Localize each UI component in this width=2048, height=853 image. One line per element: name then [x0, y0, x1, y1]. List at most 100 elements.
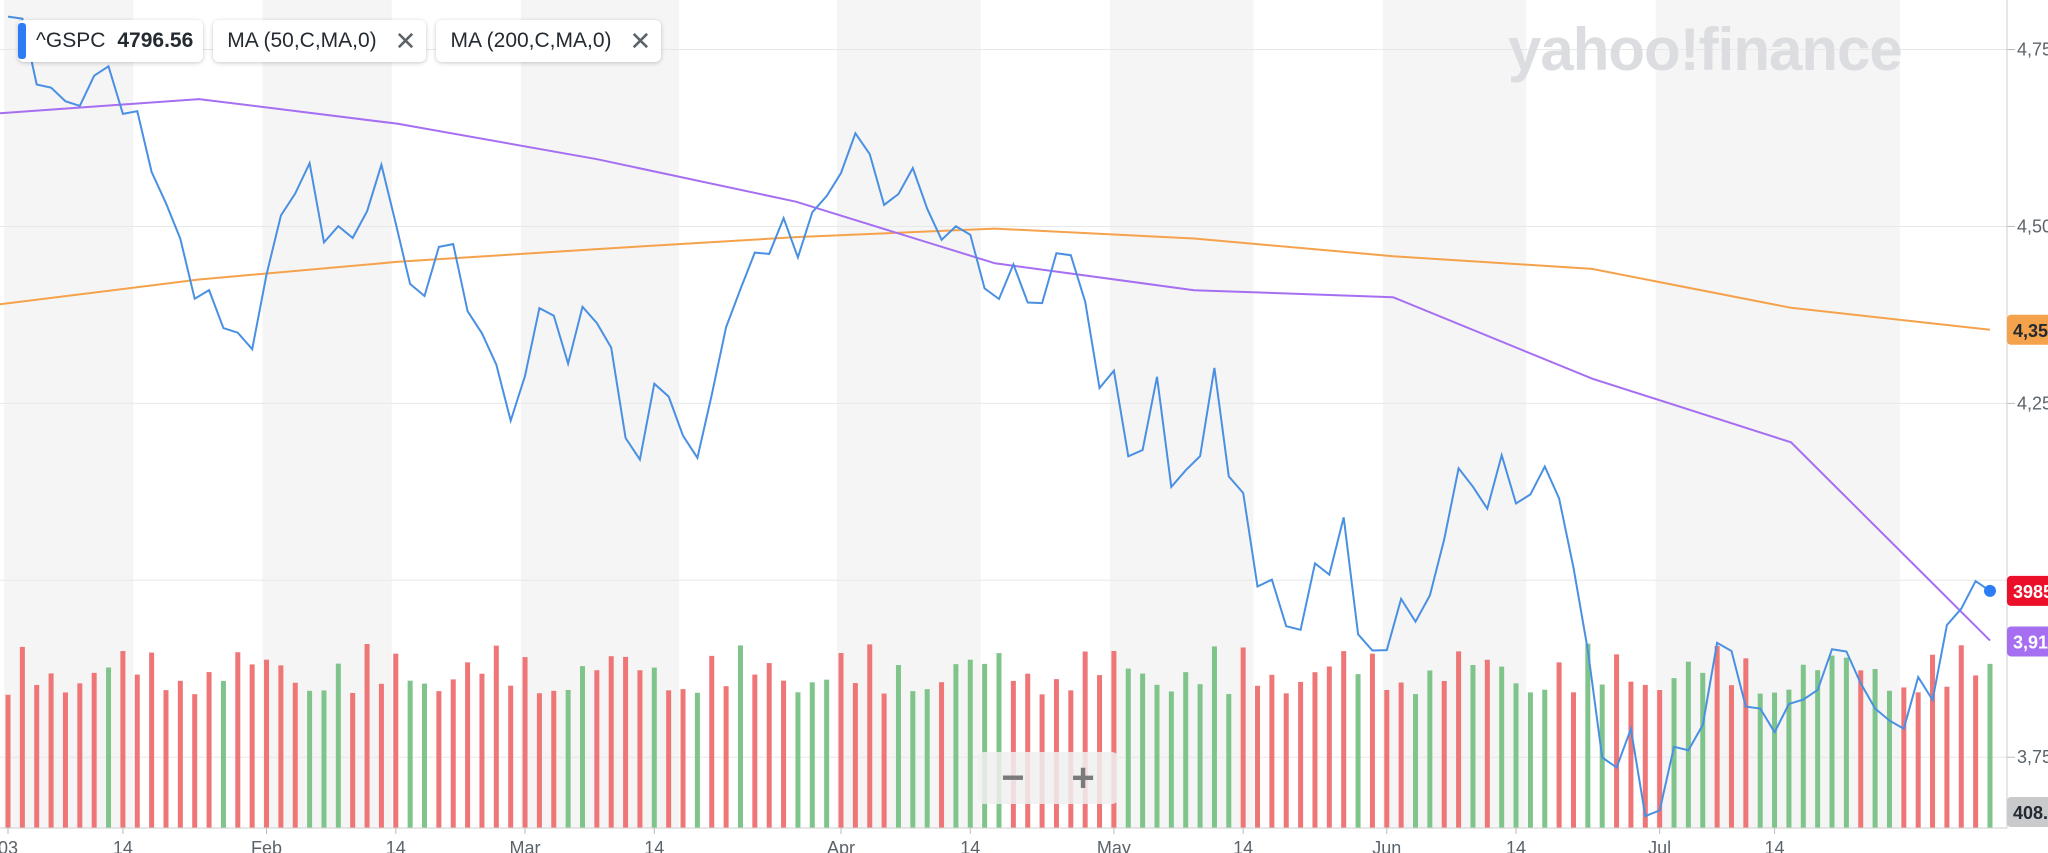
- volume-bar: [608, 656, 614, 828]
- volume-bar: [1484, 659, 1490, 828]
- ma50-value-tag: 3,919: [2013, 632, 2048, 652]
- x-tick-label: 14: [386, 838, 406, 853]
- x-tick-label: 14: [1765, 838, 1785, 853]
- volume-bar: [551, 690, 557, 828]
- x-tick-label: Jul: [1648, 838, 1671, 853]
- volume-bar: [278, 665, 284, 828]
- volume-bar: [1499, 666, 1505, 828]
- volume-bar: [1369, 653, 1375, 828]
- volume-bar: [1355, 674, 1361, 828]
- volume-bar: [1958, 645, 1964, 828]
- volume-bar: [292, 682, 298, 828]
- volume-bar: [565, 689, 571, 828]
- y-axis-ticks: 4,750 4,500 4,250 3,750: [2007, 40, 2048, 767]
- x-tick-label: 14: [1506, 838, 1526, 853]
- volume-bar: [1700, 672, 1706, 828]
- volume-bar: [350, 692, 356, 828]
- volume-bar: [910, 691, 916, 828]
- yahoo-finance-watermark: yahoo!finance: [1508, 16, 1902, 83]
- volume-bar: [493, 645, 499, 828]
- volume-bar: [206, 672, 212, 828]
- volume-bar: [77, 683, 83, 828]
- symbol-name: ^GSPC: [36, 29, 106, 52]
- volume-bar: [1886, 690, 1892, 828]
- volume-bar: [1843, 657, 1849, 828]
- volume-bar: [1930, 654, 1936, 828]
- volume-bar: [48, 673, 54, 828]
- volume-bar: [1973, 675, 1979, 828]
- volume-bar: [1642, 684, 1648, 828]
- close-icon[interactable]: ✕: [629, 26, 652, 56]
- x-tick-label: Jun: [1372, 838, 1401, 853]
- volume-bar: [1125, 668, 1131, 828]
- symbol-pill[interactable]: ^GSPC 4796.56: [18, 20, 204, 62]
- volume-bar: [895, 664, 901, 828]
- volume-bar: [1097, 675, 1103, 828]
- zoom-out-button[interactable]: −: [1001, 756, 1025, 800]
- volume-bar: [321, 690, 327, 828]
- volume-bar: [1628, 681, 1634, 828]
- volume-bar: [1614, 654, 1620, 828]
- volume-bar: [177, 680, 183, 828]
- volume-bar: [1800, 664, 1806, 828]
- volume-bar: [996, 653, 1002, 828]
- ma50-label: MA (50,C,MA,0): [227, 29, 377, 52]
- price-value-tag: 3985: [2013, 582, 2048, 602]
- volume-bar: [62, 692, 68, 828]
- volume-bar: [1413, 694, 1419, 828]
- volume-bar: [163, 690, 169, 828]
- volume-bar: [666, 690, 672, 828]
- volume-bar: [1183, 672, 1189, 828]
- volume-bar: [264, 659, 270, 828]
- volume-bar: [1226, 694, 1232, 828]
- volume-bar: [235, 652, 241, 828]
- x-tick-label: Apr: [827, 838, 855, 853]
- volume-bar: [465, 662, 471, 828]
- volume-bar: [1714, 645, 1720, 828]
- volume-bar: [1901, 687, 1907, 828]
- close-icon[interactable]: ✕: [394, 26, 417, 56]
- volume-bar: [479, 673, 485, 828]
- ma200-pill[interactable]: MA (200,C,MA,0) ✕: [436, 20, 662, 62]
- volume-bar: [924, 689, 930, 828]
- ma50-pill[interactable]: MA (50,C,MA,0) ✕: [213, 20, 427, 62]
- x-tick-label: 14: [644, 838, 664, 853]
- volume-bar: [838, 652, 844, 828]
- volume-bar: [378, 683, 384, 828]
- volume-bar: [536, 693, 542, 828]
- month-band: [4, 0, 134, 828]
- volume-bar: [5, 694, 11, 828]
- volume-value-tag: 408.3: [2013, 803, 2048, 823]
- volume-bar: [149, 652, 155, 828]
- volume-bar: [407, 680, 413, 828]
- x-tick-label: Feb: [251, 838, 282, 853]
- volume-bar: [1255, 685, 1261, 828]
- volume-bar: [1987, 663, 1993, 828]
- volume-bar: [1915, 692, 1921, 828]
- month-band: [837, 0, 981, 828]
- volume-bar: [335, 663, 341, 828]
- ma200-value-tag-bg: [2007, 314, 2048, 345]
- volume-bar: [623, 656, 629, 828]
- volume-bar: [651, 667, 657, 828]
- volume-bar: [1168, 691, 1174, 828]
- price-series-line: [7, 15, 1991, 818]
- volume-bar: [508, 685, 514, 828]
- volume-bar: [1542, 689, 1548, 828]
- volume-bar: [134, 674, 140, 828]
- volume-bar: [34, 684, 40, 828]
- x-tick-label: Mar: [510, 838, 541, 853]
- volume-bar: [1082, 651, 1088, 828]
- volume-bar: [809, 682, 815, 828]
- volume-bar: [594, 670, 600, 828]
- volume-bar: [824, 679, 830, 828]
- zoom-in-button[interactable]: +: [1071, 756, 1095, 800]
- y-tick-label: 3,750: [2017, 747, 2048, 767]
- volume-bar: [881, 693, 887, 828]
- volume-bar: [766, 663, 772, 828]
- volume-bar: [1398, 682, 1404, 828]
- volume-bar: [1872, 669, 1878, 828]
- volume-bar: [1269, 674, 1275, 828]
- volume-bar: [1025, 673, 1031, 828]
